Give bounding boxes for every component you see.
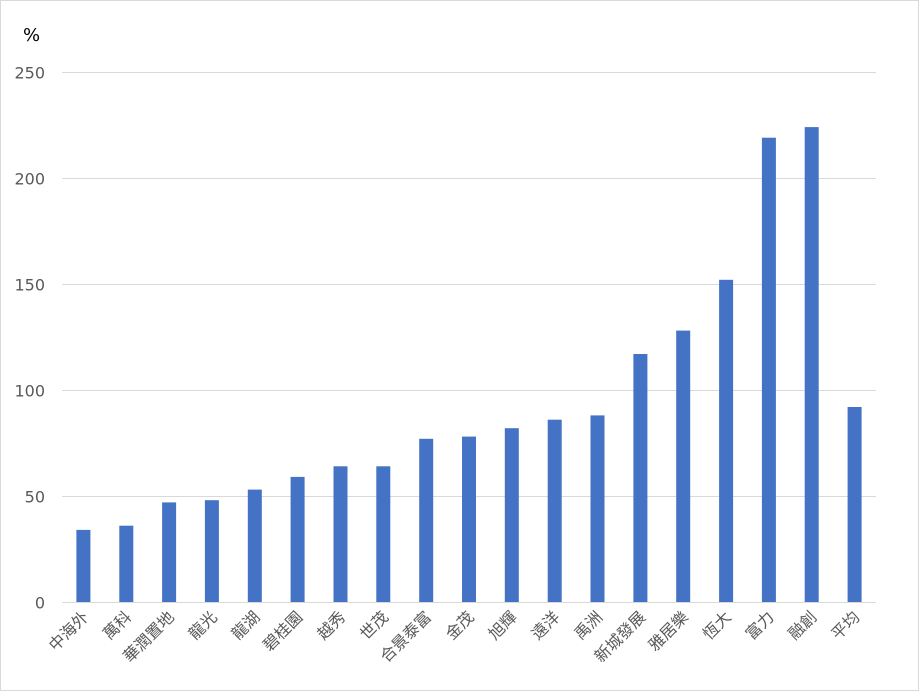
x-category-label: 世茂	[356, 607, 392, 643]
x-category-label: 平均	[827, 607, 863, 643]
bar	[504, 428, 519, 602]
x-category-label: 越秀	[313, 607, 349, 643]
bar	[333, 466, 348, 602]
y-tick-label: 50	[25, 488, 45, 507]
y-tick-label: 100	[14, 382, 45, 401]
y-tick-label: 250	[14, 64, 45, 83]
y-tick-label: 150	[14, 276, 45, 295]
bars	[76, 127, 862, 602]
y-tick-label: 200	[14, 170, 45, 189]
x-category-label: 融創	[784, 607, 820, 643]
bar	[419, 438, 434, 602]
bar	[590, 415, 605, 602]
bar	[761, 137, 776, 602]
bar	[290, 476, 305, 602]
x-category-label: 龍光	[185, 607, 221, 643]
bar	[804, 127, 819, 602]
bar	[204, 500, 219, 602]
bar	[462, 436, 476, 602]
bar	[247, 489, 262, 602]
x-category-label: 雅居樂	[645, 607, 692, 654]
x-category-label: 金茂	[442, 607, 478, 643]
bar	[162, 502, 177, 602]
bar	[676, 330, 691, 602]
x-category-label: 龍湖	[228, 607, 264, 643]
bar	[376, 466, 391, 602]
x-category-label: 中海外	[45, 607, 92, 654]
x-category-label: 禹洲	[570, 607, 606, 643]
bar	[847, 407, 862, 602]
bar	[547, 419, 562, 602]
bar	[633, 354, 648, 602]
y-axis-unit-label: %	[23, 25, 40, 46]
x-category-label: 萬科	[99, 607, 135, 643]
y-tick-label: 0	[35, 594, 45, 613]
y-axis-tick-labels: 0 50 100 150 200 250	[14, 64, 45, 613]
bar	[119, 525, 134, 602]
x-category-label: 遠洋	[527, 607, 563, 643]
x-axis-category-labels: 中海外 萬科華潤置地 龍光 龍湖碧桂園 越秀 世茂合景泰富 金茂 旭輝 遠洋 禹洲新城發展雅居樂恆…	[45, 607, 864, 666]
x-category-label: 碧桂園	[259, 607, 306, 654]
x-category-label: 恆大	[699, 607, 735, 643]
bar	[719, 279, 734, 602]
x-category-label: 旭輝	[485, 607, 521, 643]
bar	[76, 529, 91, 602]
gridlines	[62, 72, 876, 603]
x-category-label: 富力	[742, 607, 778, 643]
